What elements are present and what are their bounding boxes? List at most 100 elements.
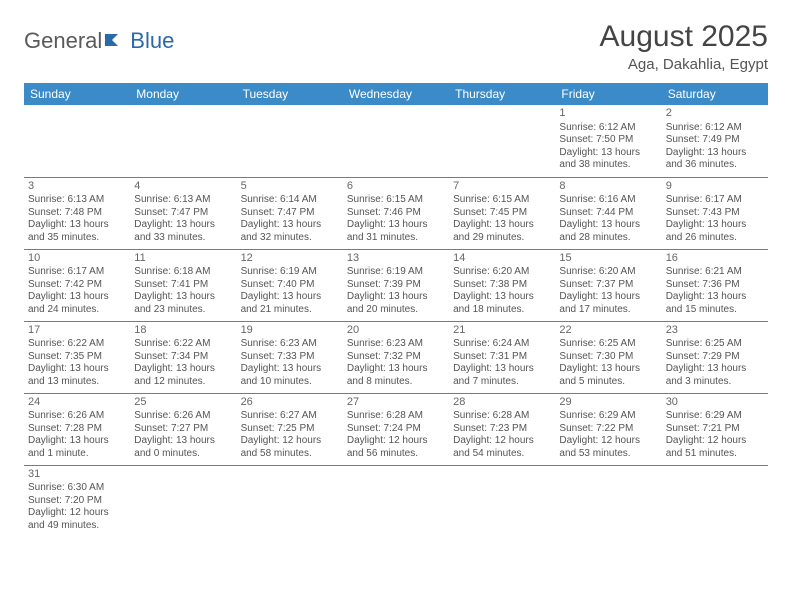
sunset-line: Sunset: 7:33 PM <box>241 351 339 364</box>
sunset-line: Sunset: 7:47 PM <box>241 207 339 220</box>
calendar-cell: 15Sunrise: 6:20 AMSunset: 7:37 PMDayligh… <box>555 249 661 321</box>
calendar-cell-empty <box>237 105 343 177</box>
logo-flag-icon <box>104 32 126 50</box>
calendar-row: 1Sunrise: 6:12 AMSunset: 7:50 PMDaylight… <box>24 105 768 177</box>
calendar-cell-empty <box>343 105 449 177</box>
daylight-line: Daylight: 12 hours and 53 minutes. <box>559 435 657 460</box>
calendar-table: SundayMondayTuesdayWednesdayThursdayFrid… <box>24 83 768 537</box>
sunrise-line: Sunrise: 6:24 AM <box>453 338 551 351</box>
sunset-line: Sunset: 7:40 PM <box>241 279 339 292</box>
sunset-line: Sunset: 7:20 PM <box>28 495 126 508</box>
weekday-header: Thursday <box>449 83 555 105</box>
day-number: 9 <box>666 180 764 194</box>
sunset-line: Sunset: 7:43 PM <box>666 207 764 220</box>
calendar-cell-empty <box>237 465 343 537</box>
sunrise-line: Sunrise: 6:19 AM <box>241 266 339 279</box>
weekday-header: Sunday <box>24 83 130 105</box>
calendar-cell: 6Sunrise: 6:15 AMSunset: 7:46 PMDaylight… <box>343 177 449 249</box>
calendar-cell: 2Sunrise: 6:12 AMSunset: 7:49 PMDaylight… <box>662 105 768 177</box>
calendar-cell: 29Sunrise: 6:29 AMSunset: 7:22 PMDayligh… <box>555 393 661 465</box>
sunrise-line: Sunrise: 6:25 AM <box>559 338 657 351</box>
day-number: 24 <box>28 396 126 410</box>
weekday-header: Saturday <box>662 83 768 105</box>
daylight-line: Daylight: 12 hours and 58 minutes. <box>241 435 339 460</box>
day-number: 8 <box>559 180 657 194</box>
calendar-cell: 12Sunrise: 6:19 AMSunset: 7:40 PMDayligh… <box>237 249 343 321</box>
day-number: 31 <box>28 468 126 482</box>
calendar-cell: 5Sunrise: 6:14 AMSunset: 7:47 PMDaylight… <box>237 177 343 249</box>
daylight-line: Daylight: 13 hours and 0 minutes. <box>134 435 232 460</box>
sunset-line: Sunset: 7:24 PM <box>347 423 445 436</box>
day-number: 4 <box>134 180 232 194</box>
calendar-cell: 10Sunrise: 6:17 AMSunset: 7:42 PMDayligh… <box>24 249 130 321</box>
day-number: 14 <box>453 252 551 266</box>
sunset-line: Sunset: 7:35 PM <box>28 351 126 364</box>
calendar-cell: 24Sunrise: 6:26 AMSunset: 7:28 PMDayligh… <box>24 393 130 465</box>
weekday-header: Monday <box>130 83 236 105</box>
calendar-cell: 4Sunrise: 6:13 AMSunset: 7:47 PMDaylight… <box>130 177 236 249</box>
sunrise-line: Sunrise: 6:25 AM <box>666 338 764 351</box>
calendar-row: 31Sunrise: 6:30 AMSunset: 7:20 PMDayligh… <box>24 465 768 537</box>
daylight-line: Daylight: 13 hours and 38 minutes. <box>559 147 657 172</box>
sunrise-line: Sunrise: 6:14 AM <box>241 194 339 207</box>
sunset-line: Sunset: 7:48 PM <box>28 207 126 220</box>
day-number: 23 <box>666 324 764 338</box>
day-number: 6 <box>347 180 445 194</box>
day-number: 3 <box>28 180 126 194</box>
calendar-cell-empty <box>449 465 555 537</box>
sunset-line: Sunset: 7:34 PM <box>134 351 232 364</box>
calendar-cell-empty <box>130 465 236 537</box>
sunrise-line: Sunrise: 6:17 AM <box>666 194 764 207</box>
sunset-line: Sunset: 7:23 PM <box>453 423 551 436</box>
day-number: 2 <box>666 107 764 121</box>
weekday-header: Friday <box>555 83 661 105</box>
day-number: 11 <box>134 252 232 266</box>
calendar-cell: 16Sunrise: 6:21 AMSunset: 7:36 PMDayligh… <box>662 249 768 321</box>
weekday-header: Wednesday <box>343 83 449 105</box>
day-number: 1 <box>559 107 657 121</box>
sunset-line: Sunset: 7:37 PM <box>559 279 657 292</box>
sunrise-line: Sunrise: 6:13 AM <box>28 194 126 207</box>
sunset-line: Sunset: 7:25 PM <box>241 423 339 436</box>
daylight-line: Daylight: 13 hours and 28 minutes. <box>559 219 657 244</box>
calendar-cell: 27Sunrise: 6:28 AMSunset: 7:24 PMDayligh… <box>343 393 449 465</box>
day-number: 29 <box>559 396 657 410</box>
sunset-line: Sunset: 7:32 PM <box>347 351 445 364</box>
sunrise-line: Sunrise: 6:26 AM <box>28 410 126 423</box>
calendar-cell: 21Sunrise: 6:24 AMSunset: 7:31 PMDayligh… <box>449 321 555 393</box>
calendar-cell: 7Sunrise: 6:15 AMSunset: 7:45 PMDaylight… <box>449 177 555 249</box>
daylight-line: Daylight: 13 hours and 17 minutes. <box>559 291 657 316</box>
sunrise-line: Sunrise: 6:23 AM <box>241 338 339 351</box>
calendar-row: 10Sunrise: 6:17 AMSunset: 7:42 PMDayligh… <box>24 249 768 321</box>
day-number: 10 <box>28 252 126 266</box>
sunrise-line: Sunrise: 6:29 AM <box>559 410 657 423</box>
logo-text-blue: Blue <box>130 28 174 54</box>
day-number: 12 <box>241 252 339 266</box>
day-number: 17 <box>28 324 126 338</box>
sunset-line: Sunset: 7:45 PM <box>453 207 551 220</box>
location: Aga, Dakahlia, Egypt <box>600 56 768 73</box>
daylight-line: Daylight: 13 hours and 20 minutes. <box>347 291 445 316</box>
sunrise-line: Sunrise: 6:29 AM <box>666 410 764 423</box>
sunrise-line: Sunrise: 6:12 AM <box>666 122 764 135</box>
sunrise-line: Sunrise: 6:28 AM <box>347 410 445 423</box>
title-block: August 2025 Aga, Dakahlia, Egypt <box>600 20 768 73</box>
calendar-cell: 23Sunrise: 6:25 AMSunset: 7:29 PMDayligh… <box>662 321 768 393</box>
calendar-cell: 8Sunrise: 6:16 AMSunset: 7:44 PMDaylight… <box>555 177 661 249</box>
daylight-line: Daylight: 13 hours and 36 minutes. <box>666 147 764 172</box>
sunset-line: Sunset: 7:41 PM <box>134 279 232 292</box>
daylight-line: Daylight: 12 hours and 49 minutes. <box>28 507 126 532</box>
sunset-line: Sunset: 7:50 PM <box>559 134 657 147</box>
calendar-cell: 31Sunrise: 6:30 AMSunset: 7:20 PMDayligh… <box>24 465 130 537</box>
daylight-line: Daylight: 13 hours and 13 minutes. <box>28 363 126 388</box>
daylight-line: Daylight: 12 hours and 54 minutes. <box>453 435 551 460</box>
sunset-line: Sunset: 7:22 PM <box>559 423 657 436</box>
sunrise-line: Sunrise: 6:21 AM <box>666 266 764 279</box>
sunrise-line: Sunrise: 6:17 AM <box>28 266 126 279</box>
sunset-line: Sunset: 7:38 PM <box>453 279 551 292</box>
calendar-cell: 9Sunrise: 6:17 AMSunset: 7:43 PMDaylight… <box>662 177 768 249</box>
calendar-cell-empty <box>130 105 236 177</box>
daylight-line: Daylight: 13 hours and 32 minutes. <box>241 219 339 244</box>
logo: General Blue <box>24 28 174 54</box>
day-number: 15 <box>559 252 657 266</box>
